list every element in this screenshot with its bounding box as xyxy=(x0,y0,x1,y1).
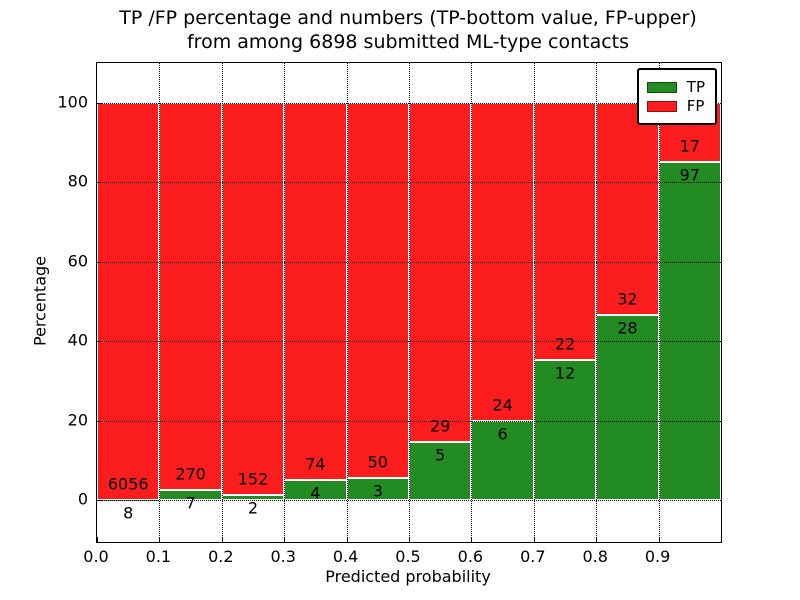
x-tick-mark xyxy=(409,537,410,542)
bar-fp-segment xyxy=(159,102,222,491)
fp-count-label: 22 xyxy=(554,334,576,354)
chart-title-line2: from among 6898 submitted ML-type contac… xyxy=(186,31,630,53)
x-tick-label: 0.7 xyxy=(520,547,546,566)
y-tick-label: 100 xyxy=(57,92,88,112)
x-tick-mark xyxy=(658,537,660,542)
tp-count-label: 12 xyxy=(554,363,576,383)
fp-count-label: 29 xyxy=(430,416,451,436)
y-tick-label: 0 xyxy=(77,489,88,509)
x-gridline xyxy=(533,63,535,542)
x-tick-mark xyxy=(596,537,598,542)
bar-fp-segment xyxy=(596,102,659,315)
x-tick-label: 0.2 xyxy=(208,547,234,566)
x-tick-mark xyxy=(471,537,473,542)
y-tick-mark xyxy=(97,102,102,104)
bar-tp-segment xyxy=(533,359,597,501)
fp-count-label: 17 xyxy=(679,136,700,156)
x-gridline xyxy=(409,63,410,542)
legend-label-fp: FP xyxy=(686,97,705,115)
y-tick-mark xyxy=(97,341,102,343)
fp-count-label: 6056 xyxy=(107,474,149,494)
bar-fp-segment xyxy=(221,102,285,496)
tp-count-label: 6 xyxy=(497,424,508,444)
legend-swatch-fp xyxy=(646,100,677,112)
x-tick-mark xyxy=(221,537,223,542)
x-gridline xyxy=(658,63,660,542)
tp-count-label: 4 xyxy=(310,483,321,503)
tp-count-label: 97 xyxy=(679,165,700,185)
tp-count-label: 7 xyxy=(185,493,196,513)
legend-row: TP xyxy=(646,78,705,96)
legend: TP FP xyxy=(636,68,717,125)
tp-count-label: 3 xyxy=(372,481,383,501)
fp-count-label: 152 xyxy=(237,469,269,489)
y-tick-label: 80 xyxy=(67,171,88,191)
x-tick-label: 0.9 xyxy=(644,547,671,566)
fp-count-label: 32 xyxy=(617,289,638,309)
bar-fp-segment xyxy=(284,102,347,480)
x-gridline xyxy=(471,63,473,542)
bar-tp-segment xyxy=(97,499,160,501)
y-tick-label: 20 xyxy=(67,410,88,430)
bar-tp-segment xyxy=(596,314,659,501)
x-tick-label: 0.3 xyxy=(270,547,296,566)
x-tick-mark xyxy=(284,537,286,542)
fp-count-label: 24 xyxy=(492,395,513,415)
y-tick-mark xyxy=(97,182,102,184)
legend-swatch-tp xyxy=(646,81,677,93)
legend-label-tp: TP xyxy=(686,78,705,96)
x-tick-label: 0.1 xyxy=(145,547,172,566)
tp-count-label: 28 xyxy=(617,318,638,338)
legend-row: FP xyxy=(646,97,705,115)
x-tick-label: 0.8 xyxy=(582,547,608,566)
chart-title-line1: TP /FP percentage and numbers (TP-bottom… xyxy=(119,7,697,29)
x-tick-mark xyxy=(346,537,348,542)
y-tick-label: 60 xyxy=(67,251,88,271)
x-axis-label: Predicted probability xyxy=(325,567,491,586)
x-gridline xyxy=(596,63,598,542)
x-tick-mark xyxy=(159,537,161,542)
x-tick-label: 0.6 xyxy=(457,547,484,566)
y-tick-mark xyxy=(97,261,102,263)
y-tick-mark xyxy=(97,500,102,502)
x-tick-label: 0.5 xyxy=(395,547,421,566)
x-gridline xyxy=(221,63,223,542)
bar-fp-segment xyxy=(533,102,597,360)
bar-fp-segment xyxy=(409,102,472,442)
plot-area: 6056 8 270 7 152 2 74 4 50 3 29 5 24 6 22 12 32 28 17 97 TP F… xyxy=(96,62,722,543)
tp-count-label: 8 xyxy=(123,503,134,523)
tp-count-label: 2 xyxy=(247,498,259,518)
fp-count-label: 270 xyxy=(175,464,206,484)
bar-fp-segment xyxy=(97,102,160,500)
x-tick-label: 0.4 xyxy=(332,547,359,566)
x-gridline xyxy=(284,63,286,542)
x-tick-label: 0.0 xyxy=(83,547,109,566)
fp-count-label: 50 xyxy=(367,452,388,472)
chart-title: TP /FP percentage and numbers (TP-bottom… xyxy=(96,6,720,54)
x-tick-mark xyxy=(533,537,535,542)
x-tick-mark xyxy=(97,537,98,542)
fp-count-label: 74 xyxy=(305,454,326,474)
y-tick-label: 40 xyxy=(67,330,88,350)
x-gridline xyxy=(159,63,161,542)
y-tick-mark xyxy=(97,420,102,422)
x-gridline xyxy=(346,63,348,542)
tp-count-label: 5 xyxy=(435,445,446,465)
bar-tp-segment xyxy=(658,162,721,501)
